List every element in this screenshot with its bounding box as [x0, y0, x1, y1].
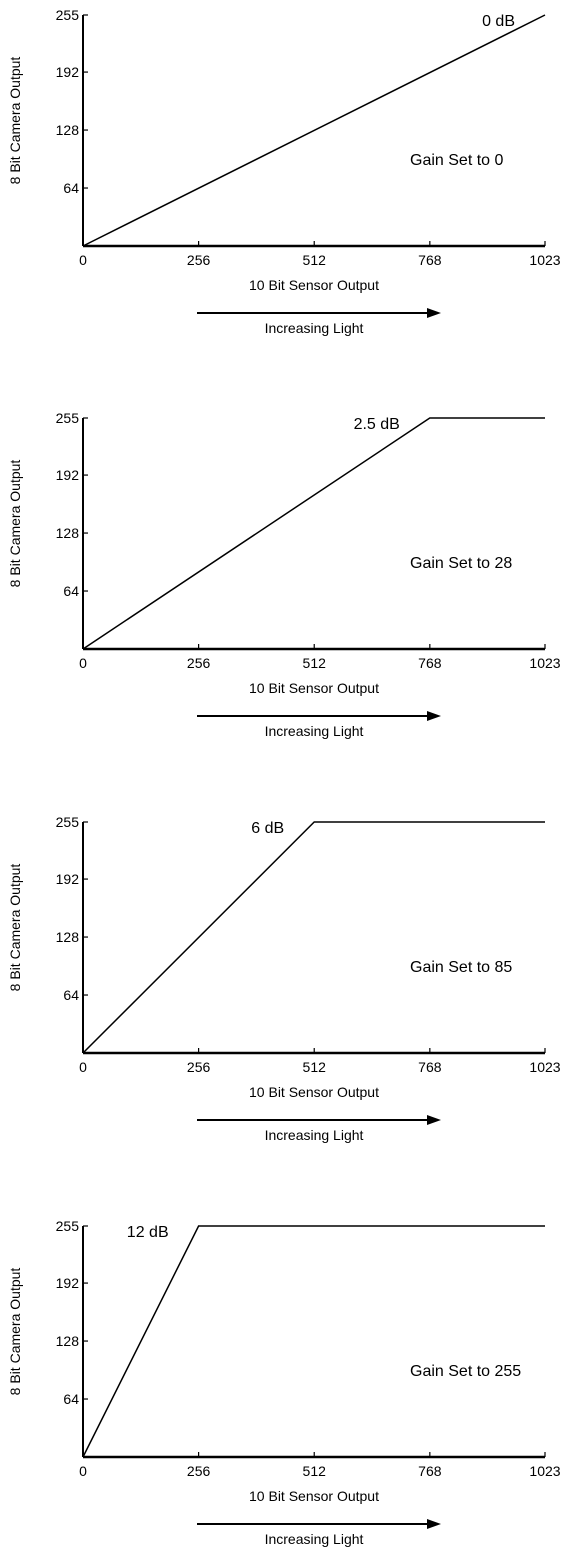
x-axis-title: 10 Bit Sensor Output	[249, 680, 379, 696]
y-tick-label: 255	[56, 410, 80, 426]
x-tick-label: 256	[187, 1059, 211, 1075]
y-tick-label: 255	[56, 1218, 80, 1234]
increasing-light-label: Increasing Light	[265, 320, 364, 336]
x-tick-label: 512	[303, 1059, 327, 1075]
y-tick-label: 64	[63, 987, 79, 1003]
x-tick-label: 512	[303, 252, 327, 268]
x-tick-label: 256	[187, 655, 211, 671]
y-axis-title: 8 Bit Camera Output	[7, 1268, 23, 1396]
chart-panel-1: 0 256 512 768 1023 64 128 192 255 0 dB Gain Set to…	[7, 7, 561, 336]
x-tick-label: 256	[187, 1463, 211, 1479]
x-axis-title: 10 Bit Sensor Output	[249, 277, 379, 293]
x-tick-label: 0	[79, 252, 87, 268]
y-tick-label: 192	[56, 64, 80, 80]
y-tick-label: 255	[56, 814, 80, 830]
y-tick-label: 192	[56, 1275, 80, 1291]
db-label: 2.5 dB	[354, 416, 400, 433]
db-label: 6 dB	[251, 820, 284, 837]
x-axis-title: 10 Bit Sensor Output	[249, 1084, 379, 1100]
y-tick-label: 128	[56, 525, 80, 541]
arrow-head-icon	[427, 711, 441, 721]
gain-set-label: Gain Set to 255	[410, 1363, 521, 1380]
transfer-curve-line	[82, 14, 546, 247]
y-tick-label: 255	[56, 7, 80, 23]
x-axis-title: 10 Bit Sensor Output	[249, 1488, 379, 1504]
x-tick-label: 0	[79, 1059, 87, 1075]
y-tick-label: 128	[56, 122, 80, 138]
arrow-head-icon	[427, 1115, 441, 1125]
transfer-curve-line	[82, 417, 545, 650]
x-tick-label: 512	[303, 1463, 327, 1479]
x-tick-label: 0	[79, 655, 87, 671]
x-tick-label: 768	[418, 1463, 442, 1479]
y-axis-title: 8 Bit Camera Output	[7, 460, 23, 588]
y-tick-label: 128	[56, 1333, 80, 1349]
gain-set-label: Gain Set to 0	[410, 152, 503, 169]
increasing-light-label: Increasing Light	[265, 1127, 364, 1143]
x-tick-label: 256	[187, 252, 211, 268]
x-tick-label: 1023	[529, 1463, 560, 1479]
increasing-light-label: Increasing Light	[265, 723, 364, 739]
x-tick-label: 1023	[529, 252, 560, 268]
transfer-curve-line	[82, 1225, 545, 1458]
chart-panel-3: 0 256 512 768 1023 64 128 192 255 6 dB Gain Set to…	[7, 814, 561, 1143]
arrow-head-icon	[427, 308, 441, 318]
x-tick-label: 1023	[529, 655, 560, 671]
y-tick-label: 64	[63, 180, 79, 196]
gain-set-label: Gain Set to 28	[410, 555, 512, 572]
arrow-head-icon	[427, 1519, 441, 1529]
y-tick-label: 64	[63, 1391, 79, 1407]
chart-panel-4: 0 256 512 768 1023 64 128 192 255 12 dB Gain Set t…	[7, 1218, 561, 1547]
x-tick-label: 768	[418, 252, 442, 268]
increasing-light-label: Increasing Light	[265, 1531, 364, 1547]
x-tick-label: 0	[79, 1463, 87, 1479]
y-tick-label: 128	[56, 929, 80, 945]
y-tick-label: 192	[56, 871, 80, 887]
transfer-curve-line	[82, 821, 545, 1054]
y-axis-title: 8 Bit Camera Output	[7, 57, 23, 185]
x-tick-label: 1023	[529, 1059, 560, 1075]
x-tick-label: 768	[418, 655, 442, 671]
db-label: 12 dB	[127, 1224, 169, 1241]
y-tick-label: 192	[56, 467, 80, 483]
x-tick-label: 512	[303, 655, 327, 671]
y-axis-title: 8 Bit Camera Output	[7, 864, 23, 992]
chart-panel-2: 0 256 512 768 1023 64 128 192 255 2.5 dB Gain Set …	[7, 410, 561, 739]
y-tick-label: 64	[63, 583, 79, 599]
x-tick-label: 768	[418, 1059, 442, 1075]
db-label: 0 dB	[482, 13, 515, 30]
gain-set-label: Gain Set to 85	[410, 959, 512, 976]
